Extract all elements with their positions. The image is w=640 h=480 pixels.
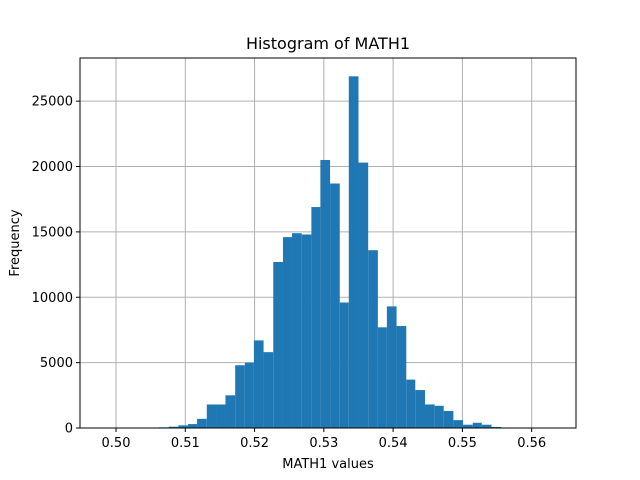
histogram-bar	[368, 250, 378, 428]
histogram-bar	[348, 76, 359, 428]
histogram-bar	[168, 426, 179, 428]
histogram-bar	[253, 340, 264, 428]
histogram-bar	[491, 426, 502, 428]
histogram-bar	[386, 306, 397, 428]
histogram-bar	[406, 379, 416, 428]
histogram-bar	[415, 390, 425, 428]
histogram-bar	[206, 404, 217, 428]
histogram-bar	[197, 418, 207, 428]
x-tick-label: 0.55	[448, 436, 477, 451]
histogram-bar	[178, 425, 189, 428]
histogram-bar	[339, 302, 349, 428]
histogram-bar	[320, 159, 331, 428]
histogram-bar	[453, 420, 464, 428]
histogram-bar	[472, 422, 482, 428]
chart-title: Histogram of MATH1	[246, 34, 410, 53]
histogram-bar	[235, 365, 245, 428]
x-tick-label: 0.52	[240, 436, 269, 451]
plot-frame	[79, 57, 577, 429]
x-tick-label: 0.51	[171, 436, 200, 451]
histogram-bar	[225, 395, 236, 428]
y-tick-label: 15000	[32, 225, 73, 240]
y-axis-ticks: 0 5000 10000 15000 20000 25000	[32, 95, 80, 437]
histogram-bar	[244, 362, 254, 428]
y-tick-label: 20000	[32, 160, 73, 175]
histogram-bar	[330, 183, 340, 428]
y-axis-label: Frequency	[8, 209, 23, 276]
histogram-bar	[188, 424, 198, 428]
histogram-bar	[311, 207, 321, 428]
histogram-bar	[263, 352, 274, 428]
histogram-bar	[301, 234, 312, 428]
histogram-bar	[377, 327, 387, 428]
x-axis-label: MATH1 values	[282, 457, 374, 472]
histogram-bar	[443, 411, 454, 428]
histogram-bar	[358, 162, 369, 429]
histogram-bar	[273, 261, 283, 428]
x-tick-label: 0.53	[309, 436, 338, 451]
histogram-bar	[463, 424, 473, 428]
x-tick-label: 0.56	[517, 436, 546, 451]
histogram-bar	[424, 404, 435, 428]
histogram-bar	[216, 404, 226, 428]
y-tick-label: 25000	[32, 95, 73, 110]
y-tick-label: 0	[65, 422, 73, 437]
histogram-bar	[282, 237, 292, 428]
histogram-bars	[158, 76, 520, 429]
x-tick-label: 0.54	[379, 436, 408, 451]
x-tick-label: 0.50	[102, 436, 131, 451]
x-axis-ticks: 0.50 0.51 0.52 0.53 0.54 0.55 0.56	[102, 428, 546, 451]
histogram-bar	[434, 405, 444, 428]
histogram-bar	[396, 326, 407, 428]
histogram-bar	[481, 424, 492, 428]
histogram-bar	[291, 233, 302, 428]
y-tick-label: 5000	[40, 356, 73, 371]
y-tick-label: 10000	[32, 291, 73, 306]
